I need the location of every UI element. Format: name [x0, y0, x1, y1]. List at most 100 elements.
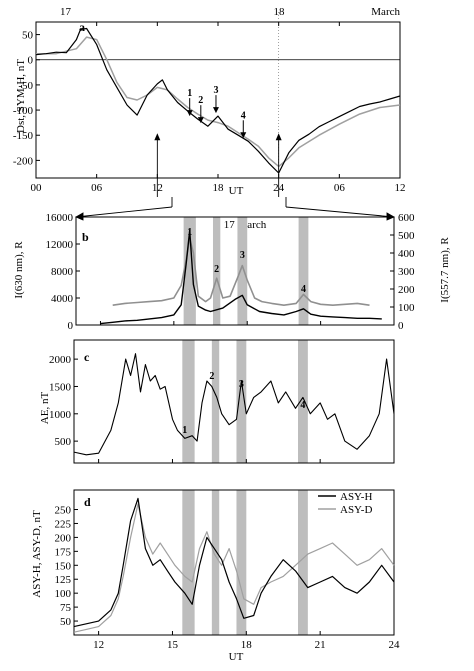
connectors: [74, 197, 396, 221]
series-a-gray: [36, 36, 401, 168]
d-ytick-label-200: 200: [55, 532, 72, 544]
legend-label-asy-d: ASY-D: [340, 504, 372, 516]
a-xtick-label-3: 18: [213, 182, 225, 194]
peak-label-c-4: 4: [300, 400, 305, 411]
plot-frame-a: [35, 21, 401, 179]
b-y2tick-label-200: 200: [398, 284, 415, 296]
c-shade-4: [298, 340, 308, 463]
b-y2tick-label-600: 600: [398, 212, 415, 224]
ylabel-c: AE, nT: [39, 392, 51, 425]
a-ytick-label--50: -50: [18, 80, 33, 92]
peak-label-b-4: 4: [301, 284, 306, 295]
panel-a: 17 18 March a Dst, SYM-H, nT UT -200 -150…: [13, 6, 406, 197]
c-ytick-label-1500: 1500: [49, 381, 72, 393]
series-c-ae: [73, 353, 395, 456]
legend-label-asy-h: ASY-H: [340, 491, 372, 503]
month-label: March: [371, 6, 400, 18]
d-ytick-label-75: 75: [60, 602, 72, 614]
peak-label-c-2: 2: [209, 371, 214, 382]
a-xtick-label-0: 00: [31, 182, 43, 194]
series-b-630: [100, 229, 382, 325]
event-label-3: 3: [213, 85, 218, 96]
a-ytick-label--100: -100: [13, 105, 34, 117]
peak-label-b-1: 1: [187, 227, 192, 238]
panel-c: c AE, nT 500 1000 1500 2000 1 2 3 4: [39, 339, 395, 464]
b-ytick-label-4000: 4000: [51, 293, 74, 305]
plot-frame-d: [73, 489, 395, 636]
b-y2tick-label-500: 500: [398, 230, 415, 242]
ylabel-right-b: I(557.7 nm), R: [439, 237, 451, 303]
d-shade-2: [211, 490, 220, 635]
connector-left-diagonal: [75, 206, 173, 218]
c-shade-1: [182, 340, 195, 463]
series-b-557: [112, 237, 370, 307]
inset-arrowhead-2: [275, 133, 282, 141]
b-shade-1: [183, 217, 196, 325]
xlabel-a: UT: [229, 185, 244, 197]
b-ytick-label-12000: 12000: [46, 239, 74, 251]
event-arrowhead-2: [197, 117, 204, 124]
connector-right-diagonal: [285, 206, 395, 218]
ylabel-d: ASY-H, ASY-D, nT: [31, 510, 43, 598]
peak-label-c-3: 3: [239, 379, 244, 390]
b-y2tick-label-300: 300: [398, 266, 415, 278]
ylabel-b: I(630 nm), R: [13, 241, 25, 299]
d-ytick-label-50: 50: [60, 616, 72, 628]
b-ytick-label-16000: 16000: [46, 212, 74, 224]
panel-d: d ASY-H, ASY-D, nT UT 50 75 100 125 150 175 20…: [31, 489, 401, 663]
a-ytick-label--200: -200: [13, 155, 34, 167]
d-shade-3: [236, 490, 247, 635]
day-label-17: 17: [60, 6, 72, 18]
plot-frame-c: [73, 339, 395, 464]
panel-b: b 17 March I(630 nm), R I(557.7 nm), R 0…: [13, 212, 451, 332]
panel-label-b: b: [82, 230, 89, 244]
b-y2tick-label-100: 100: [398, 302, 415, 314]
a-ytick-label--150: -150: [13, 130, 34, 142]
event-arrowhead-1: [186, 110, 193, 117]
b-shade-3: [237, 217, 248, 325]
peak-label-b-3: 3: [240, 250, 245, 261]
xlabel-d: UT: [229, 651, 244, 663]
c-shade-2: [211, 340, 220, 463]
d-xtick-label-2: 18: [241, 639, 253, 651]
panel-label-c: c: [84, 350, 90, 364]
b-y2tick-label-0: 0: [398, 320, 404, 332]
a-xtick-label-5: 06: [334, 182, 346, 194]
d-xtick-label-0: 12: [93, 639, 104, 651]
a-xtick-label-1: 06: [91, 182, 103, 194]
connector-left-arrowhead: [74, 212, 84, 221]
d-xtick-label-4: 24: [389, 639, 401, 651]
panel-label-d: d: [84, 495, 91, 509]
d-shade-4: [298, 490, 308, 635]
ylabel-a: Dst, SYM-H, nT: [15, 59, 27, 133]
d-xtick-label-1: 15: [167, 639, 179, 651]
d-xtick-label-3: 21: [315, 639, 326, 651]
a-ytick-label-0: 0: [28, 55, 34, 67]
d-ytick-label-125: 125: [55, 574, 72, 586]
panel-label-a: a: [79, 20, 85, 34]
d-ytick-label-175: 175: [55, 546, 72, 558]
d-ytick-label-225: 225: [55, 518, 72, 530]
peak-label-c-1: 1: [182, 425, 187, 436]
event-label-1: 1: [187, 88, 192, 99]
b-shade-4: [298, 217, 309, 325]
c-ytick-label-500: 500: [55, 436, 72, 448]
d-ytick-label-100: 100: [55, 588, 72, 600]
inset-arrowhead-1: [154, 133, 161, 141]
event-arrowhead-4: [240, 132, 247, 139]
c-ytick-label-2000: 2000: [49, 354, 72, 366]
series-a-black: [35, 27, 401, 174]
d-shade-1: [182, 490, 195, 635]
connector-right-arrowhead: [386, 212, 396, 221]
day-label-18: 18: [274, 6, 286, 18]
b-ytick-label-0: 0: [68, 320, 74, 332]
event-label-4: 4: [241, 110, 246, 121]
d-ytick-label-150: 150: [55, 560, 72, 572]
b-ytick-label-8000: 8000: [51, 266, 74, 278]
plot-frame-b: [75, 216, 395, 326]
b-y2tick-label-400: 400: [398, 248, 415, 260]
a-xtick-label-6: 12: [395, 182, 406, 194]
d-ytick-label-250: 250: [55, 505, 72, 517]
series-d-asyd: [73, 503, 395, 633]
